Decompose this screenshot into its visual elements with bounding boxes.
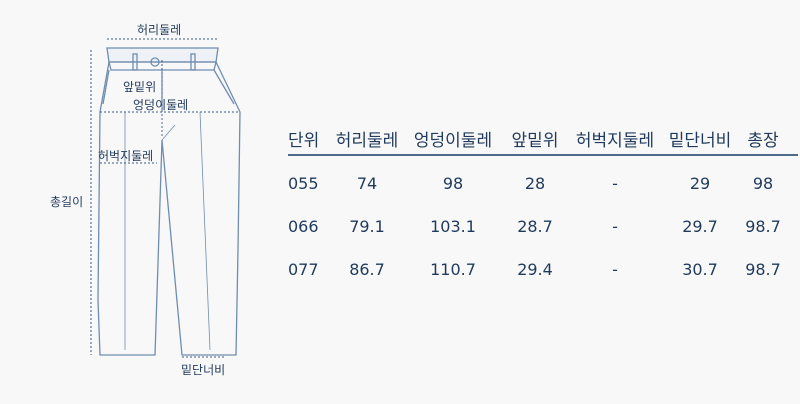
- cell: 98: [752, 174, 774, 193]
- table-header: 단위 허리둘레 엉덩이둘레 앞밑위 허벅지둘레 밑단너비 총장: [288, 120, 798, 156]
- header-length: 총장: [747, 131, 779, 151]
- cell: 110.7: [430, 260, 476, 279]
- header-hem: 밑단너비: [668, 131, 732, 151]
- table-row: 066 79.1 103.1 28.7 - 29.7 98.7: [288, 209, 798, 252]
- cell: 86.7: [349, 260, 385, 279]
- cell: 74: [356, 174, 378, 193]
- label-thigh: 허벅지둘레: [98, 149, 154, 163]
- cell: 79.1: [349, 217, 385, 236]
- header-unit: 단위: [288, 131, 320, 151]
- size-table: 단위 허리둘레 엉덩이둘레 앞밑위 허벅지둘레 밑단너비 총장 055 74 9…: [288, 120, 798, 295]
- cell: 29.4: [517, 260, 553, 279]
- cell: 29: [689, 174, 711, 193]
- cell: -: [612, 217, 618, 236]
- label-total-length: 총길이: [50, 195, 84, 209]
- pants-illustration: [90, 38, 241, 358]
- label-hem: 밑단너비: [181, 363, 226, 377]
- table-row: 055 74 98 28 - 29 98: [288, 166, 798, 209]
- label-hip: 엉덩이둘레: [133, 98, 189, 112]
- cell: 98: [442, 174, 464, 193]
- label-waist: 허리둘레: [137, 23, 182, 37]
- cell: 28.7: [517, 217, 553, 236]
- cell: 98.7: [745, 217, 781, 236]
- cell-size: 055: [288, 174, 319, 193]
- pants-diagram: 허리둘레 앞밑위 엉덩이둘레 허벅지둘레 총길이 밑단너비: [0, 0, 270, 400]
- cell-size: 077: [288, 260, 319, 279]
- label-front-rise: 앞밑위: [123, 80, 157, 94]
- cell-size: 066: [288, 217, 319, 236]
- table-row: 077 86.7 110.7 29.4 - 30.7 98.7: [288, 252, 798, 295]
- cell: 28: [524, 174, 546, 193]
- cell: 30.7: [682, 260, 718, 279]
- cell: 29.7: [682, 217, 718, 236]
- header-rise: 앞밑위: [511, 131, 559, 151]
- header-waist: 허리둘레: [335, 131, 399, 151]
- header-hip: 엉덩이둘레: [413, 131, 493, 151]
- cell: 103.1: [430, 217, 476, 236]
- cell: -: [612, 174, 618, 193]
- header-thigh: 허벅지둘레: [575, 131, 655, 151]
- cell: 98.7: [745, 260, 781, 279]
- cell: -: [612, 260, 618, 279]
